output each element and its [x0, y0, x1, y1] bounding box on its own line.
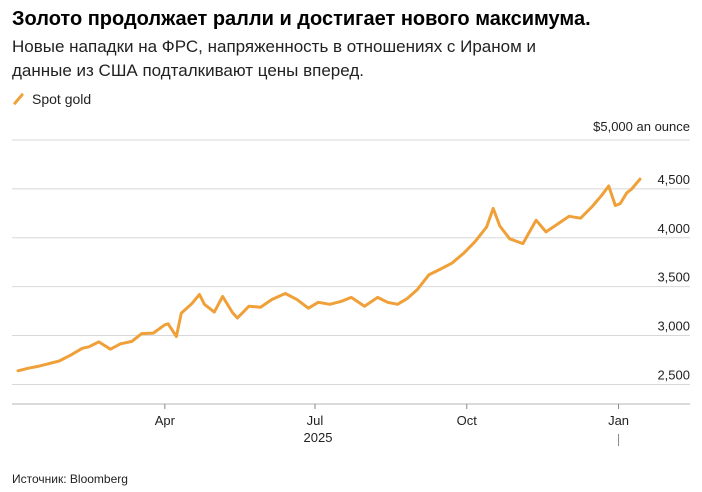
- legend-label-spot-gold: Spot gold: [32, 91, 92, 107]
- y-tick-label: 2,500: [657, 367, 690, 382]
- x-tick-label: Apr: [155, 413, 176, 428]
- chart-subtitle: Новые нападки на ФРС, напряженность в от…: [12, 37, 537, 80]
- chart-title: Золото продолжает ралли и достигает ново…: [12, 8, 591, 30]
- source-note: Источник: Bloomberg: [12, 472, 128, 486]
- x-tick-label: Jul: [307, 413, 324, 428]
- y-tick-label: 4,500: [657, 172, 690, 187]
- y-tick-label: 3,500: [657, 270, 690, 285]
- x-tick-label: Jan: [608, 413, 629, 428]
- chart-plot: $5,000 an ounce 2,500 3,000 3,500 4,000 4,50…: [12, 119, 690, 446]
- y-unit-label: $5,000 an ounce: [593, 119, 690, 134]
- year-label: 2025: [304, 430, 333, 445]
- x-tick-label: Oct: [457, 413, 478, 428]
- y-tick-label: 3,000: [657, 319, 690, 334]
- legend: Spot gold: [12, 90, 91, 108]
- y-tick-label: 4,000: [657, 221, 690, 236]
- series-line-spot-gold: [16, 177, 642, 373]
